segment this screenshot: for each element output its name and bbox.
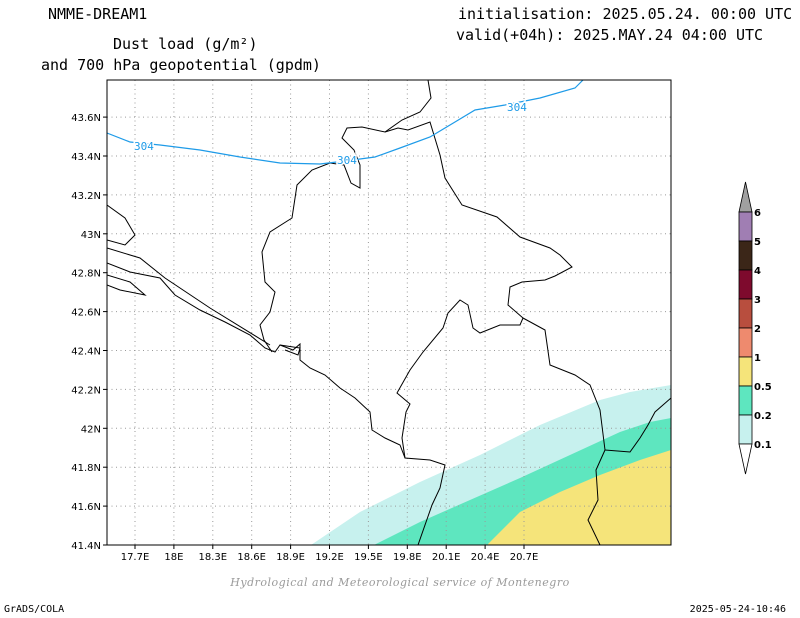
lon-tick-label: 20.4E — [471, 552, 500, 563]
lon-tick-label: 18E — [164, 552, 183, 563]
legend-label: 2 — [754, 324, 761, 335]
lat-tick-label: 43.4N — [71, 152, 101, 163]
lat-tick-label: 41.6N — [71, 502, 101, 513]
lon-tick-label: 18.3E — [199, 552, 228, 563]
contour-label-1: 304 — [134, 140, 154, 153]
contour-label-2: 304 — [337, 154, 357, 167]
legend-swatch — [738, 269, 753, 300]
lat-tick-label: 42.2N — [71, 385, 101, 396]
lat-tick-label: 41.8N — [71, 463, 101, 474]
legend-swatch — [738, 240, 753, 271]
coast-small — [279, 344, 301, 356]
map-title-line1: Dust load (g/m²) — [113, 35, 258, 53]
lon-tick-label: 20.7E — [510, 552, 539, 563]
lat-tick-label: 42.8N — [71, 269, 101, 280]
contour-label-3: 304 — [507, 101, 527, 114]
lon-tick-label: 19.5E — [354, 552, 383, 563]
contour-labels: 304 304 304 — [133, 100, 529, 169]
legend-swatch — [738, 298, 753, 329]
longitude-labels: 17.7E 18E 18.3E 18.6E 18.9E 19.2E 19.5E 19.8E 20… — [121, 545, 539, 563]
legend-label: 0.2 — [754, 411, 772, 422]
footer-timestamp: 2025-05-24-10:46 — [689, 604, 786, 615]
dust-band-0-5 — [487, 450, 671, 545]
lon-tick-label: 18.9E — [276, 552, 305, 563]
lon-tick-label: 18.6E — [237, 552, 266, 563]
lat-tick-label: 43N — [81, 230, 101, 241]
color-legend: 6 5 4 3 2 1 0.5 0.2 0.1 — [738, 181, 772, 475]
dust-shading — [311, 385, 671, 545]
legend-swatch — [738, 327, 753, 358]
map-title-line2: and 700 hPa geopotential (gpdm) — [41, 56, 321, 74]
legend-swatch — [738, 356, 753, 387]
initialisation-time: initialisation: 2025.05.24. 00:00 UTC — [458, 5, 793, 23]
legend-swatch — [738, 385, 753, 416]
coast-islands — [107, 204, 136, 246]
lon-tick-label: 19.8E — [393, 552, 422, 563]
footer-software: GrADS/COLA — [4, 604, 65, 615]
border-east — [604, 397, 671, 453]
border-montenegro-serbia — [384, 121, 573, 545]
lat-tick-label: 42.4N — [71, 347, 101, 358]
legend-label: 0.5 — [754, 382, 772, 393]
lat-tick-label: 42.6N — [71, 308, 101, 319]
lon-tick-label: 20.1E — [432, 552, 461, 563]
lat-tick-label: 41.4N — [71, 541, 101, 552]
border-albania-kosovo — [522, 317, 606, 545]
latitude-labels: 41.4N 41.6N 41.8N 42N 42.2N 42.4N 42.6N 42.8N 43… — [71, 113, 107, 552]
credit-text: Hydrological and Meteorological service … — [230, 576, 570, 589]
lon-tick-label: 17.7E — [121, 552, 150, 563]
legend-label: 3 — [754, 295, 761, 306]
legend-top-cap — [738, 181, 753, 213]
lat-tick-label: 43.2N — [71, 191, 101, 202]
legend-label: 1 — [754, 353, 761, 364]
legend-swatch — [738, 414, 753, 445]
geopotential-contours — [107, 80, 584, 165]
model-name: NMME-DREAM1 — [48, 5, 148, 23]
legend-label: 6 — [754, 208, 761, 219]
coast-peninsula-2 — [107, 274, 147, 296]
legend-label: 5 — [754, 237, 761, 248]
legend-bottom-cap — [738, 443, 753, 475]
contour-304-west — [107, 80, 584, 165]
plot-frame — [106, 79, 672, 546]
legend-swatch — [738, 211, 753, 242]
lat-tick-label: 42N — [81, 424, 101, 435]
legend-label: 0.1 — [754, 440, 772, 451]
coastlines-borders — [107, 80, 671, 545]
lon-tick-label: 19.2E — [315, 552, 344, 563]
lat-tick-label: 43.6N — [71, 113, 101, 124]
grid — [107, 80, 671, 545]
legend-label: 4 — [754, 266, 761, 277]
valid-time: valid(+04h): 2025.MAY.24 04:00 UTC — [456, 26, 764, 44]
coast-peninsula-1 — [107, 247, 271, 346]
